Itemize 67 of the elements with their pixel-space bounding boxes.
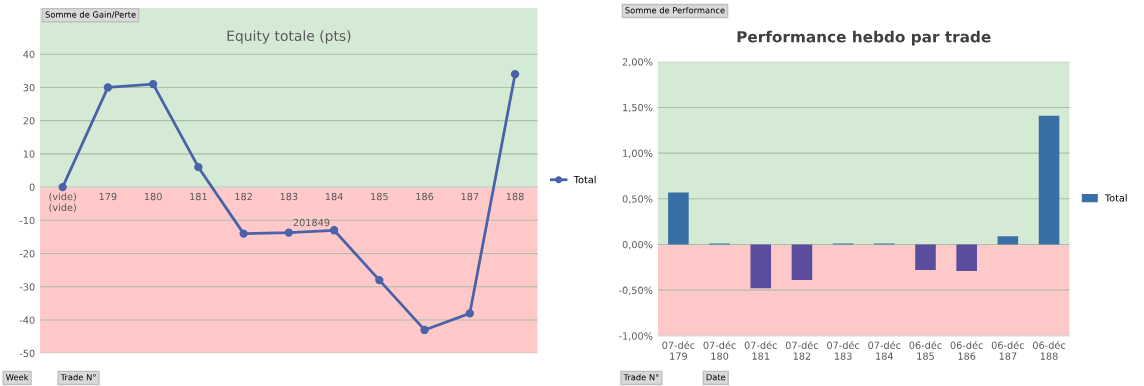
x-tick-label: 186 <box>416 192 434 201</box>
point <box>103 83 113 92</box>
x-tick-label: 183 <box>280 192 298 201</box>
text: Date <box>706 374 726 381</box>
y-tick-label: -20 <box>19 250 35 258</box>
text: Trade N° <box>60 373 96 381</box>
annotation: 201849 <box>293 218 330 227</box>
y-tick-label: 1,00% <box>623 149 653 158</box>
legend-label: Total <box>1104 194 1127 202</box>
x-tick-label: 07-déc 181 <box>744 340 777 360</box>
point <box>284 228 294 237</box>
bar <box>956 244 977 271</box>
x-tick-label: 07-déc 182 <box>785 340 819 360</box>
annotation: Somme de Gain/Perte <box>45 11 136 19</box>
point <box>194 163 203 172</box>
x-tick-label: 07-déc 184 <box>868 340 901 360</box>
y-tick-label: 0 <box>29 183 35 191</box>
bar <box>791 244 813 281</box>
bar <box>997 236 1019 245</box>
y-tick-label: -0,50% <box>619 286 653 295</box>
y-tick-label: 30 <box>23 83 35 92</box>
x-tick-label: 07-déc 179 <box>662 340 695 360</box>
text: Somme de Performance <box>625 6 725 14</box>
point <box>329 226 339 235</box>
y-tick-label: -1,00% <box>619 332 653 341</box>
x-tick-label: 06-déc 185 <box>909 340 942 360</box>
bar <box>750 244 772 289</box>
y-tick-label: 1,50% <box>623 103 653 113</box>
chart-title: Performance hebdo par trade <box>737 30 991 46</box>
y-tick-label: 20 <box>23 117 35 125</box>
y-tick-label: 0,00% <box>622 240 653 250</box>
y-tick-label: -50 <box>19 349 35 358</box>
y-tick-label: 0,50% <box>622 195 653 204</box>
point <box>58 182 67 192</box>
y-tick-label: 10 <box>23 150 35 158</box>
x-tick-label: 07-déc 180 <box>703 340 736 360</box>
legend-label: Total <box>573 175 596 184</box>
x-tick-label: 188 <box>506 192 524 201</box>
x-tick-label: 187 <box>461 192 479 201</box>
y-tick-label: -40 <box>19 316 35 324</box>
x-tick-label: 180 <box>144 192 162 201</box>
point <box>510 69 520 79</box>
y-tick-label: -30 <box>19 283 35 291</box>
x-tick-label: 07-déc 183 <box>827 340 860 360</box>
point <box>148 79 158 89</box>
x-tick-label: (vide) (vide) <box>49 192 76 213</box>
x-tick-label: 184 <box>325 192 343 201</box>
x-tick-label: 181 <box>190 192 207 201</box>
y-tick-label: 2,00% <box>622 58 653 67</box>
bar <box>1038 115 1060 245</box>
text: Week <box>6 373 29 381</box>
x-tick-label: 185 <box>371 192 388 201</box>
text: Trade N° <box>623 373 659 381</box>
y-tick-label: 40 <box>23 50 35 59</box>
point <box>239 229 248 238</box>
x-tick-label: 06-déc 188 <box>1033 340 1066 360</box>
bar <box>668 192 689 245</box>
x-tick-label: 179 <box>99 192 117 201</box>
point <box>420 325 429 335</box>
x-tick-label: 182 <box>235 192 252 201</box>
point <box>375 275 384 285</box>
point <box>465 309 474 318</box>
y-tick-label: -10 <box>19 216 35 225</box>
bar <box>915 244 936 271</box>
text: Equity totale (pts) <box>227 30 351 44</box>
x-tick-label: 06-déc 187 <box>991 340 1024 360</box>
x-tick-label: 06-déc 186 <box>950 340 983 360</box>
